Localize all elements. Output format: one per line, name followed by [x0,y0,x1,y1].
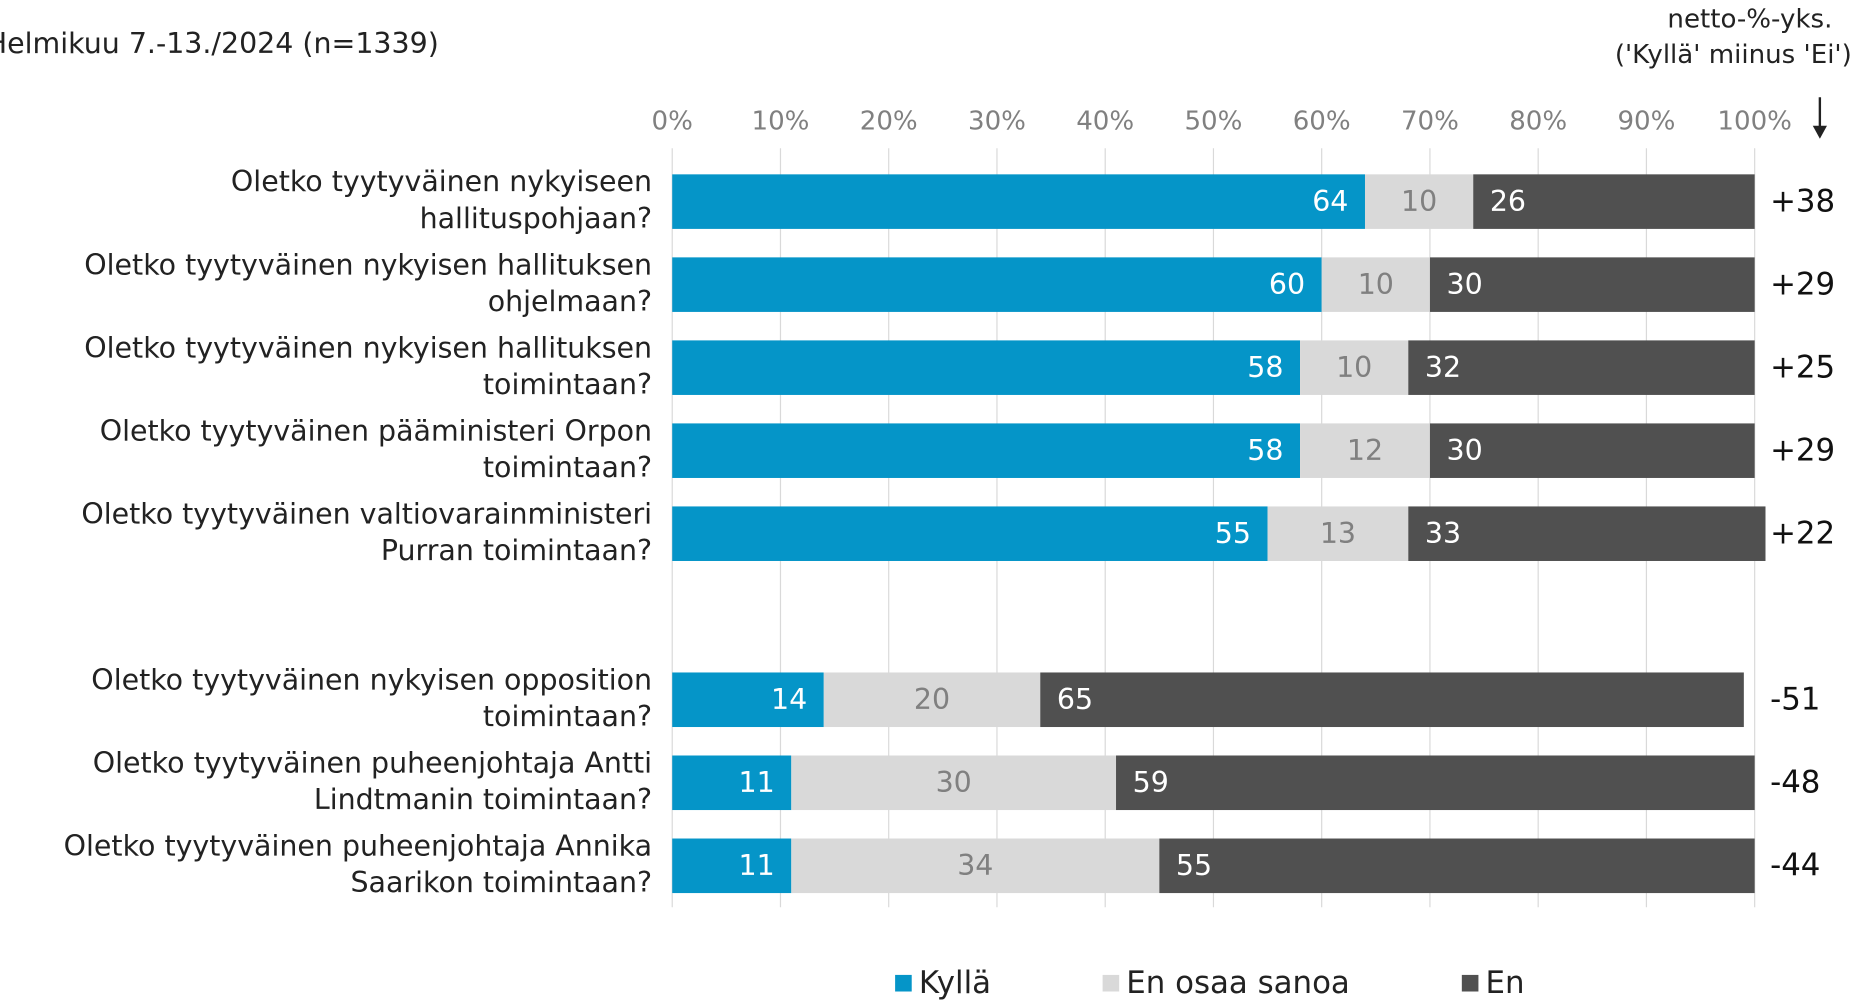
category-label: Oletko tyytyväinen pääministeri Orpon toi… [100,414,652,484]
net-header: ('Kyllä' miinus 'Ei') [1615,40,1852,70]
data-label: 11 [739,766,775,799]
data-label: 58 [1247,434,1283,467]
x-tick-label: 60% [1293,107,1351,137]
bar-segment [1408,340,1755,395]
bar-segment [672,423,1301,478]
net-value: +29 [1770,432,1835,468]
net-value: -44 [1770,847,1820,883]
bar-segment [672,257,1322,312]
bar-segment [672,506,1268,561]
category-label: Oletko tyytyväinen nykyisen hallituksen o… [84,248,652,318]
x-tick-label: 30% [968,107,1026,137]
net-value: -51 [1770,681,1820,717]
legend-swatch [895,974,912,992]
bar-segment [1473,174,1755,229]
data-label: 20 [914,683,950,716]
bar-segment [1364,174,1474,229]
bar-segment [1300,423,1430,478]
bar-segment [672,755,792,811]
data-label: 65 [1057,683,1093,716]
bar-segment [1116,755,1755,811]
data-label: 12 [1347,434,1383,467]
net-value: +25 [1770,349,1835,385]
x-tick-label: 90% [1617,107,1675,137]
data-label: 34 [957,849,993,882]
data-label: 26 [1490,185,1526,218]
legend-swatch [1102,974,1120,992]
data-label: 13 [1320,517,1356,550]
data-label: 55 [1215,517,1251,550]
bar-segment [672,174,1365,229]
x-tick-label: 10% [751,107,809,137]
bar-segment [1159,838,1755,894]
bar-segment [672,672,824,728]
data-label: 58 [1247,351,1283,384]
legend-label: En [1486,965,1525,1001]
data-label: 60 [1269,268,1305,301]
net-value: +29 [1770,266,1835,302]
data-label: 10 [1336,351,1372,384]
bar-segment [1040,672,1744,728]
bar-segment [1429,257,1755,312]
data-label: 30 [936,766,972,799]
bar-segment [1321,257,1430,312]
x-tick-label: 0% [652,107,693,137]
net-value: -48 [1770,764,1820,800]
category-label: Oletko tyytyväinen puheenjohtaja Antti Li… [93,746,652,816]
x-tick-label: 40% [1076,107,1134,137]
data-label: 30 [1447,434,1483,467]
subtitle: Helmikuu 7.-13./2024 (n=1339) [0,27,439,60]
category-label: Oletko tyytyväinen nykyisen opposition to… [91,663,652,733]
x-tick-label: 70% [1401,107,1459,137]
data-label: 30 [1447,268,1483,301]
net-value: +38 [1770,183,1835,219]
net-value: +22 [1770,515,1835,551]
legend-label: En osaa sanoa [1126,965,1350,1001]
x-tick-label: 50% [1184,107,1242,137]
legend-label: Kyllä [919,965,991,1001]
data-label: 10 [1358,268,1394,301]
data-label: 32 [1425,351,1461,384]
data-label: 64 [1312,185,1348,218]
bar-segment [1429,423,1755,478]
bar-segment [1408,506,1766,561]
bar-segment [672,340,1301,395]
x-tick-label: 100% [1717,107,1792,137]
bar-segment [791,755,1117,811]
net-arrow [1812,97,1827,139]
bar-segment [823,672,1041,728]
x-tick-label: 20% [860,107,918,137]
net-header: netto-%-yks. [1667,5,1832,35]
bar-segment [672,838,792,894]
category-label: Oletko tyytyväinen nykyisen hallituksen t… [84,331,652,401]
category-label: Oletko tyytyväinen puheenjohtaja Annika S… [64,829,652,899]
category-label: Oletko tyytyväinen nykyiseen hallituspohj… [231,165,652,235]
data-label: 55 [1176,849,1212,882]
data-label: 10 [1401,185,1437,218]
bar-segment [1300,340,1409,395]
data-label: 11 [739,849,775,882]
bar-segment [1267,506,1409,561]
x-tick-label: 80% [1509,107,1567,137]
data-label: 14 [771,683,807,716]
category-label: Oletko tyytyväinen valtiovarainministeri… [81,497,652,567]
data-label: 33 [1425,517,1461,550]
legend-swatch [1461,974,1479,992]
data-label: 59 [1133,766,1169,799]
bar-segment [791,838,1160,894]
